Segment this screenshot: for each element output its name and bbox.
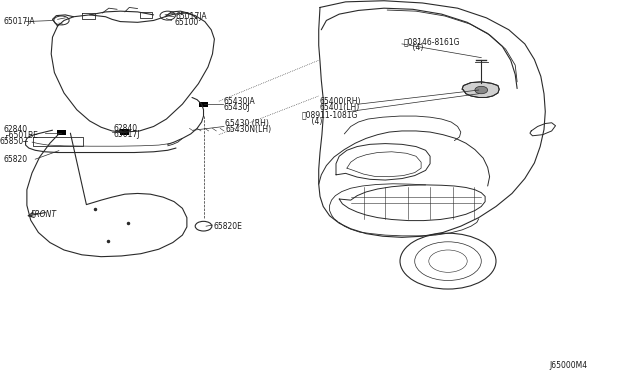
Text: 65850─: 65850─ <box>0 137 29 146</box>
Text: ┌6501BE: ┌6501BE <box>4 131 38 140</box>
Text: 65430J: 65430J <box>224 103 251 112</box>
Text: 65017JA: 65017JA <box>4 17 35 26</box>
Text: 65820E: 65820E <box>214 222 243 231</box>
Text: 65430JA: 65430JA <box>224 97 256 106</box>
Circle shape <box>475 86 488 94</box>
Text: 62840: 62840 <box>114 124 138 133</box>
Text: (4): (4) <box>403 43 424 52</box>
Text: 65401(LH): 65401(LH) <box>320 103 360 112</box>
Text: 65400(RH): 65400(RH) <box>320 97 362 106</box>
Text: 65820: 65820 <box>4 155 28 164</box>
Text: 65017JA: 65017JA <box>175 12 207 21</box>
Text: 62840: 62840 <box>4 125 28 134</box>
Polygon shape <box>120 129 129 135</box>
Text: Ⓞ08911-1081G: Ⓞ08911-1081G <box>302 111 358 120</box>
Text: 65430N(LH): 65430N(LH) <box>225 125 271 134</box>
Text: 65430 (RH): 65430 (RH) <box>225 119 269 128</box>
Text: Ⓑ08146-8161G: Ⓑ08146-8161G <box>403 37 460 46</box>
Polygon shape <box>57 130 66 135</box>
Text: J65000M4: J65000M4 <box>549 361 588 370</box>
Text: 65017J: 65017J <box>114 130 140 139</box>
Polygon shape <box>462 82 499 97</box>
Text: (4): (4) <box>302 117 323 126</box>
Text: FRONT: FRONT <box>31 210 57 219</box>
Text: 65100: 65100 <box>174 18 198 27</box>
Polygon shape <box>199 102 208 107</box>
